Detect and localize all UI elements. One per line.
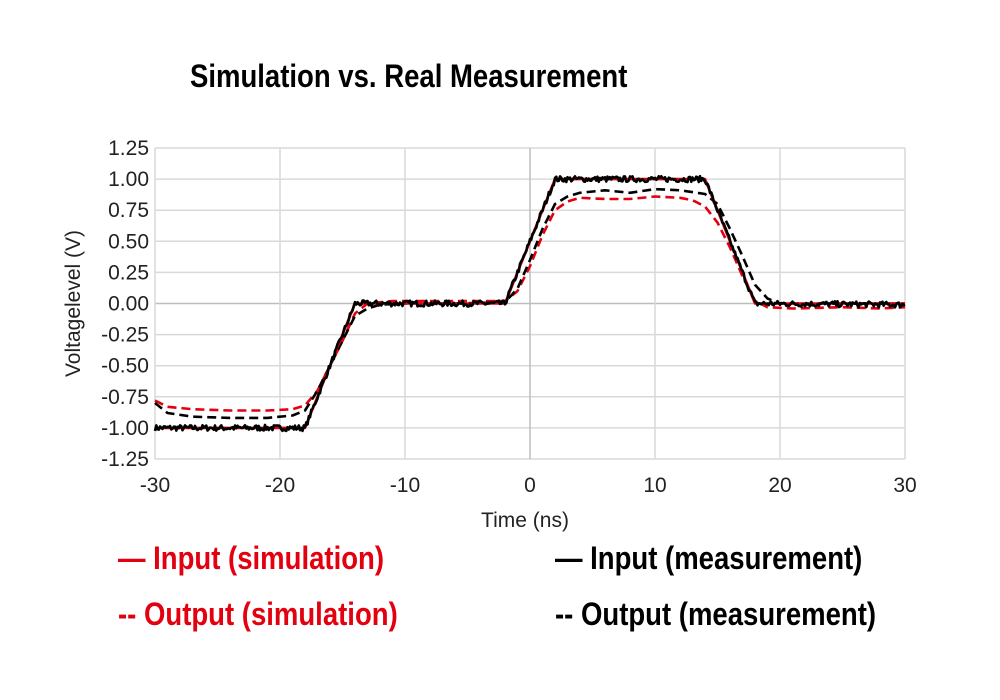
y-tick-label: -1.00 [101,417,149,440]
series-line-output-measurement [154,187,905,420]
chart-title: Simulation vs. Real Measurement [190,58,628,94]
x-tick-label: 0 [524,474,536,497]
legend-output-measurement: -- Output (measurement) [555,596,877,632]
y-tick-label: -0.25 [101,324,149,347]
legend-input-measurement: — Input (measurement) [555,540,863,576]
y-tick-label: -0.75 [101,386,149,409]
x-axis-label: Time (ns) [481,509,569,532]
x-tick-label: 10 [643,474,666,497]
x-tick-label: -20 [265,474,295,497]
x-tick-label: -10 [390,474,420,497]
y-tick-label: 0.25 [108,261,149,284]
y-tick-label: 0.75 [108,199,149,222]
x-tick-label: 30 [893,474,916,497]
x-tick-label: -30 [140,474,170,497]
y-tick-label: -1.25 [101,448,149,471]
y-tick-label: 0.50 [108,230,149,253]
y-tick-label: 1.00 [108,168,149,191]
y-tick-label: 1.25 [108,137,149,160]
legend-output-simulation: -- Output (simulation) [118,596,398,632]
y-tick-label: -0.50 [101,355,149,378]
y-axis-label: Voltagelevel (V) [62,230,85,377]
x-tick-label: 20 [768,474,791,497]
y-tick-label: 0.00 [108,293,149,316]
series-line-input-measurement [153,174,906,433]
legend-input-simulation: — Input (simulation) [118,540,384,576]
